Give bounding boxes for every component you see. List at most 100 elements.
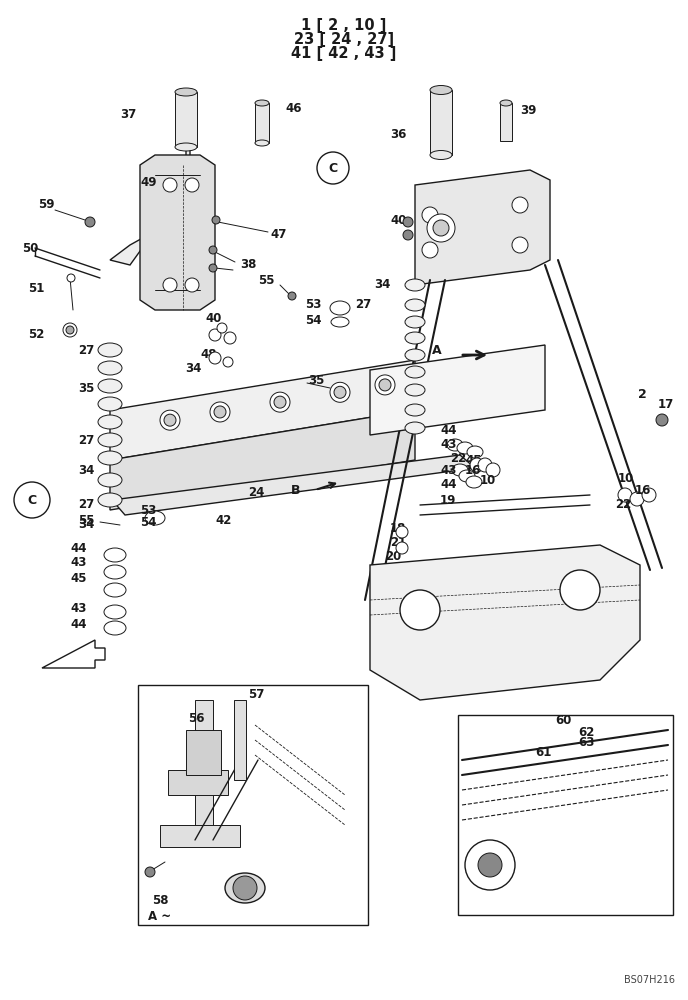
Text: 44: 44 — [440, 478, 457, 490]
Text: 40: 40 — [205, 312, 222, 324]
Text: 35: 35 — [78, 381, 94, 394]
Ellipse shape — [98, 451, 122, 465]
Text: 47: 47 — [270, 229, 286, 241]
Bar — [186, 730, 221, 775]
Text: 19: 19 — [440, 493, 456, 506]
Circle shape — [400, 590, 440, 630]
Ellipse shape — [405, 366, 425, 378]
Text: 53: 53 — [305, 298, 321, 312]
Ellipse shape — [98, 415, 122, 429]
Ellipse shape — [500, 100, 512, 106]
Circle shape — [422, 207, 438, 223]
Bar — [255, 103, 269, 143]
Text: 38: 38 — [240, 258, 257, 271]
Text: 36: 36 — [390, 128, 407, 141]
Circle shape — [375, 375, 395, 395]
Circle shape — [66, 326, 74, 334]
Ellipse shape — [452, 464, 468, 476]
Polygon shape — [110, 360, 415, 460]
Text: 51: 51 — [28, 282, 44, 294]
Polygon shape — [415, 170, 550, 285]
Ellipse shape — [430, 86, 452, 95]
Text: 53: 53 — [140, 504, 156, 516]
Text: 52: 52 — [28, 328, 44, 342]
Circle shape — [618, 488, 632, 502]
Text: 45: 45 — [70, 572, 87, 584]
Circle shape — [145, 867, 155, 877]
Circle shape — [274, 396, 286, 408]
Ellipse shape — [175, 88, 197, 96]
Ellipse shape — [457, 442, 473, 454]
Text: 21: 21 — [390, 536, 406, 548]
Ellipse shape — [467, 446, 483, 458]
Ellipse shape — [104, 583, 126, 597]
Text: 27: 27 — [78, 344, 94, 357]
Text: 23 [ 24 , 27]: 23 [ 24 , 27] — [294, 32, 394, 47]
Text: 44: 44 — [70, 542, 87, 554]
Circle shape — [403, 217, 413, 227]
Polygon shape — [370, 545, 640, 700]
Text: 34: 34 — [374, 278, 390, 292]
Ellipse shape — [255, 100, 269, 106]
Circle shape — [317, 152, 349, 184]
Text: 2: 2 — [638, 388, 647, 401]
Circle shape — [270, 392, 290, 412]
Circle shape — [470, 458, 484, 472]
Text: 43: 43 — [70, 601, 87, 614]
Circle shape — [209, 264, 217, 272]
Circle shape — [427, 214, 455, 242]
Circle shape — [164, 414, 176, 426]
Text: 59: 59 — [38, 198, 54, 212]
Text: 27: 27 — [78, 434, 94, 446]
Ellipse shape — [98, 361, 122, 375]
Text: 43: 43 — [70, 556, 87, 568]
Text: 60: 60 — [555, 714, 571, 726]
Circle shape — [85, 217, 95, 227]
Circle shape — [14, 482, 50, 518]
Circle shape — [512, 237, 528, 253]
Circle shape — [163, 178, 177, 192]
Ellipse shape — [104, 548, 126, 562]
Ellipse shape — [330, 301, 350, 315]
Ellipse shape — [405, 279, 425, 291]
Text: C: C — [28, 493, 36, 506]
Circle shape — [163, 278, 177, 292]
Text: 45: 45 — [465, 454, 482, 466]
Text: 1 [ 2 , 10 ]: 1 [ 2 , 10 ] — [301, 18, 387, 33]
Circle shape — [396, 542, 408, 554]
Ellipse shape — [104, 565, 126, 579]
Bar — [160, 825, 240, 847]
Ellipse shape — [405, 422, 425, 434]
Ellipse shape — [98, 493, 122, 507]
Ellipse shape — [225, 873, 265, 903]
Circle shape — [209, 246, 217, 254]
Text: 54: 54 — [140, 516, 156, 528]
Text: 22: 22 — [450, 452, 466, 464]
Polygon shape — [112, 455, 475, 515]
Text: 35: 35 — [308, 373, 324, 386]
Circle shape — [214, 406, 226, 418]
Text: 42: 42 — [215, 514, 231, 526]
Text: 10: 10 — [618, 472, 634, 485]
Ellipse shape — [98, 473, 122, 487]
Circle shape — [67, 274, 75, 282]
Circle shape — [403, 230, 413, 240]
Ellipse shape — [331, 317, 349, 327]
Circle shape — [512, 197, 528, 213]
Text: 44: 44 — [70, 617, 87, 631]
Circle shape — [642, 488, 656, 502]
Text: A: A — [432, 344, 442, 357]
Text: 55: 55 — [258, 273, 275, 286]
Text: 48: 48 — [200, 349, 217, 361]
Ellipse shape — [98, 433, 122, 447]
Circle shape — [486, 463, 500, 477]
Bar — [500, 103, 512, 141]
Ellipse shape — [145, 511, 165, 525]
Ellipse shape — [255, 140, 269, 146]
Ellipse shape — [430, 150, 452, 159]
Text: 56: 56 — [188, 712, 204, 724]
Text: 16: 16 — [635, 484, 652, 496]
Bar — [195, 700, 213, 840]
Circle shape — [63, 323, 77, 337]
Text: C: C — [328, 161, 338, 174]
